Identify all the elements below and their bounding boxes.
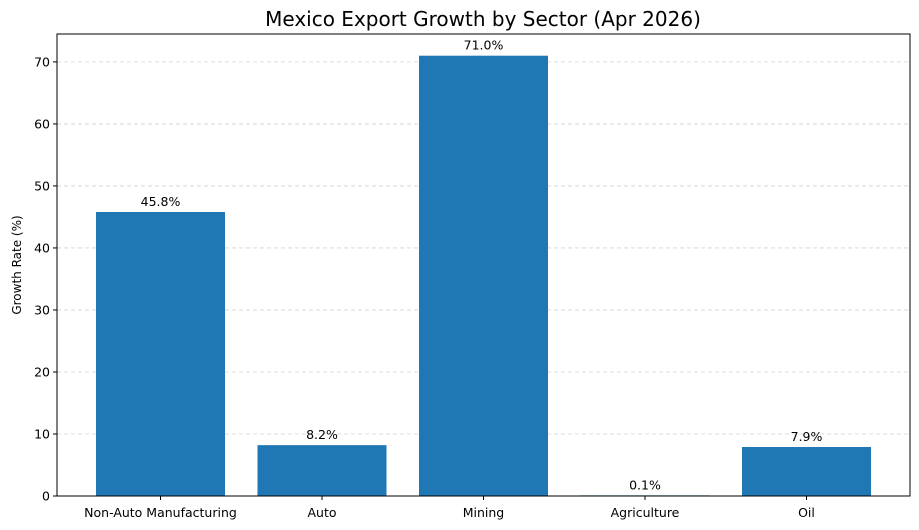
y-tick-label: 0 [42,489,50,504]
y-tick-label: 40 [34,240,50,255]
bar-mining [419,55,548,496]
x-tick-label: Agriculture [611,505,680,520]
bar-value-label: 0.1% [629,477,661,492]
bar-value-label: 7.9% [791,429,823,444]
bar-value-label: 8.2% [306,427,338,442]
bar-value-label: 45.8% [141,194,181,209]
y-tick-label: 60 [34,116,50,131]
bar-value-labels: 45.8% 8.2% 71.0% 0.1% 7.9% [141,38,823,493]
plot-frame [56,33,911,497]
y-axis-label: Growth Rate (%) [10,215,24,314]
x-tick-label: Non-Auto Manufacturing [84,505,237,520]
bar-auto [257,445,387,496]
x-tick-label: Mining [463,505,505,520]
y-tick-label: 20 [34,364,50,379]
y-axis-ticks: 0 10 20 30 40 50 60 70 [34,54,57,504]
bar-oil [742,447,871,496]
y-tick-label: 30 [34,302,50,317]
y-tick-label: 10 [34,426,50,441]
y-tick-label: 70 [34,54,50,69]
bar-value-label: 71.0% [464,38,504,53]
bars [96,55,871,497]
x-tick-label: Auto [307,505,336,520]
chart-title: Mexico Export Growth by Sector (Apr 2026… [265,7,701,31]
x-tick-label: Oil [798,505,815,520]
y-tick-label: 50 [34,178,50,193]
bar-non-auto-manufacturing [96,211,225,497]
x-axis-ticks: Non-Auto Manufacturing Auto Mining Agricult… [84,496,815,520]
